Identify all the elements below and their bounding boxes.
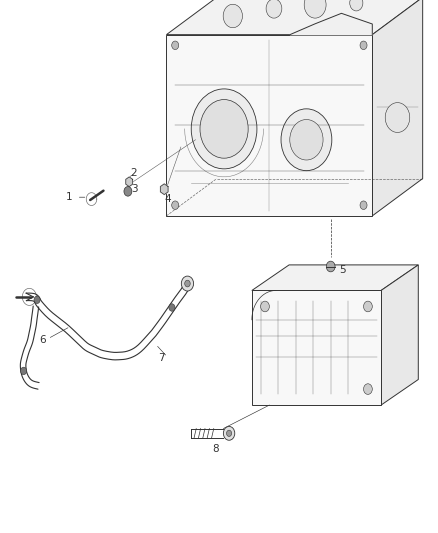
Polygon shape [372, 0, 423, 216]
Circle shape [304, 0, 326, 18]
Text: 5: 5 [339, 265, 346, 275]
Polygon shape [290, 13, 372, 35]
Text: 7: 7 [158, 353, 165, 363]
Polygon shape [381, 265, 418, 405]
Circle shape [34, 296, 40, 303]
Circle shape [172, 201, 179, 209]
Circle shape [326, 261, 335, 272]
Circle shape [364, 384, 372, 394]
Circle shape [21, 367, 27, 375]
Text: 6: 6 [39, 335, 46, 345]
Circle shape [360, 41, 367, 50]
Circle shape [181, 276, 194, 291]
Circle shape [261, 301, 269, 312]
Circle shape [172, 41, 179, 50]
Text: 3: 3 [131, 184, 138, 194]
Circle shape [200, 100, 248, 158]
Circle shape [169, 304, 175, 311]
Circle shape [385, 102, 410, 132]
Polygon shape [126, 177, 133, 187]
Polygon shape [160, 184, 168, 195]
Polygon shape [166, 35, 372, 216]
Circle shape [266, 0, 282, 18]
Circle shape [223, 426, 235, 440]
Circle shape [191, 89, 257, 169]
Circle shape [185, 280, 190, 287]
Circle shape [124, 187, 132, 196]
Circle shape [350, 0, 363, 11]
Polygon shape [252, 290, 381, 405]
Text: 4: 4 [164, 194, 171, 204]
Text: 8: 8 [212, 445, 219, 454]
Polygon shape [252, 265, 418, 290]
Circle shape [226, 430, 232, 437]
Circle shape [290, 119, 323, 160]
Circle shape [223, 4, 243, 28]
Text: 2: 2 [131, 168, 138, 178]
Polygon shape [166, 0, 423, 35]
Circle shape [364, 301, 372, 312]
Circle shape [360, 201, 367, 209]
Text: 1: 1 [66, 192, 73, 202]
Circle shape [281, 109, 332, 171]
